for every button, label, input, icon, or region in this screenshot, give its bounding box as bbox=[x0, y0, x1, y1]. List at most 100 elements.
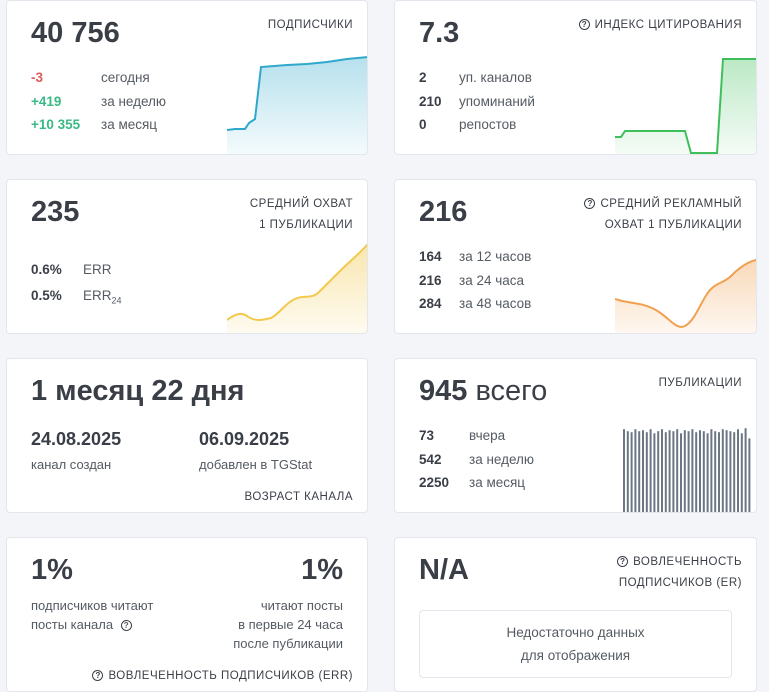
posts-bar bbox=[687, 431, 690, 512]
err-right-value: 1% bbox=[301, 554, 343, 586]
citation-reposts-num: 0 bbox=[419, 117, 427, 132]
subscribers-week-num: +419 bbox=[31, 94, 62, 109]
age-value: 1 месяц 22 дня bbox=[31, 375, 245, 407]
err-right-text: читают посты в первые 24 часа после публик… bbox=[233, 598, 343, 651]
reach-value: 235 bbox=[31, 196, 80, 228]
ad-reach-24h-num: 216 bbox=[419, 273, 442, 288]
help-icon[interactable]: ? bbox=[92, 670, 104, 681]
reach-sparkline bbox=[227, 243, 367, 333]
subscribers-today-label: сегодня bbox=[101, 70, 150, 85]
subscribers-card[interactable]: 40 756 ПОДПИСЧИКИ -3 сегодня +419 за нед… bbox=[6, 0, 368, 155]
posts-bar bbox=[668, 430, 671, 512]
no-data-box: Недостаточно данных для отображения bbox=[419, 610, 732, 678]
ad-reach-card[interactable]: 216 ? СРЕДНИЙ РЕКЛАМНЫЙ ОХВАТ 1 ПУБЛИКАЦИИ… bbox=[394, 179, 757, 334]
posts-yesterday-num: 73 bbox=[419, 428, 435, 443]
posts-bar bbox=[676, 429, 679, 512]
err24-num: 0.5% bbox=[31, 288, 62, 303]
help-icon[interactable]: ? bbox=[584, 198, 596, 209]
posts-bar bbox=[699, 430, 701, 512]
subscribers-month-num: +10 355 bbox=[31, 117, 81, 132]
er-card[interactable]: N/A ? ВОВЛЕЧЕННОСТЬ ПОДПИСЧИКОВ (ER) Недос… bbox=[394, 537, 757, 692]
err-label: ERR bbox=[83, 262, 112, 277]
ad-reach-12h-label: за 12 часов bbox=[459, 249, 532, 264]
subscribers-month-label: за месяц bbox=[101, 117, 158, 132]
err-caption: ? ВОВЛЕЧЕННОСТЬ ПОДПИСЧИКОВ (ERR) bbox=[92, 666, 353, 687]
citation-value: 7.3 bbox=[419, 17, 460, 49]
err-num: 0.6% bbox=[31, 262, 62, 277]
posts-bar bbox=[710, 429, 713, 512]
posts-bar bbox=[721, 429, 724, 512]
reach-card[interactable]: 235 СРЕДНИЙ ОХВАТ 1 ПУБЛИКАЦИИ 0.6% ERR 0… bbox=[6, 179, 368, 334]
err-card[interactable]: 1% подписчиков читают посты канала ? 1% ч… bbox=[6, 537, 368, 692]
posts-week-num: 542 bbox=[419, 452, 442, 467]
age-card[interactable]: 1 месяц 22 дня 24.08.2025 канал создан 0… bbox=[6, 358, 368, 513]
citation-channels-label: уп. каналов bbox=[459, 70, 532, 85]
help-icon[interactable]: ? bbox=[578, 19, 590, 30]
posts-month-label: за месяц bbox=[469, 475, 526, 490]
citation-reposts-label: репостов bbox=[459, 117, 517, 132]
posts-bar bbox=[744, 428, 747, 512]
posts-bar bbox=[657, 431, 660, 512]
created-date: 24.08.2025 bbox=[31, 429, 122, 449]
posts-bar bbox=[725, 430, 728, 512]
posts-bar bbox=[683, 430, 686, 512]
posts-bar bbox=[702, 431, 705, 512]
ad-reach-48h-num: 284 bbox=[419, 296, 442, 311]
posts-bar bbox=[691, 429, 694, 512]
citation-channels-num: 2 bbox=[419, 70, 427, 85]
posts-bar bbox=[645, 432, 648, 512]
posts-bar bbox=[634, 429, 637, 512]
ad-reach-value: 216 bbox=[419, 196, 468, 228]
posts-bar bbox=[680, 433, 682, 512]
posts-card[interactable]: 945 всего ПУБЛИКАЦИИ 73 вчера 542 за нед… bbox=[394, 358, 757, 513]
citation-sparkline bbox=[615, 58, 756, 154]
posts-bar bbox=[638, 431, 641, 512]
err24-label: ERR24 bbox=[83, 288, 122, 306]
age-caption: ВОЗРАСТ КАНАЛА bbox=[244, 491, 353, 503]
posts-caption: ПУБЛИКАЦИИ bbox=[658, 377, 742, 389]
help-icon[interactable]: ? bbox=[617, 556, 629, 567]
err-left-text: подписчиков читают посты канала ? bbox=[31, 598, 154, 632]
posts-bar bbox=[695, 432, 698, 512]
subscribers-sparkline bbox=[227, 56, 367, 154]
err-left-value: 1% bbox=[31, 554, 73, 586]
posts-bar bbox=[706, 433, 709, 512]
posts-bar bbox=[740, 433, 743, 512]
posts-bar bbox=[653, 433, 656, 512]
citation-card[interactable]: 7.3 ? ИНДЕКС ЦИТИРОВАНИЯ 2 уп. каналов 21… bbox=[394, 0, 757, 155]
posts-bar bbox=[718, 432, 720, 512]
added-label: добавлен в TGStat bbox=[199, 457, 313, 472]
subscribers-caption: ПОДПИСЧИКИ bbox=[267, 19, 353, 31]
posts-bar bbox=[642, 430, 644, 512]
help-icon[interactable]: ? bbox=[120, 620, 132, 631]
posts-bar bbox=[630, 432, 633, 512]
posts-bar bbox=[649, 429, 652, 512]
posts-bar bbox=[672, 431, 675, 512]
posts-week-label: за неделю bbox=[469, 452, 535, 467]
ad-reach-48h-label: за 48 часов bbox=[459, 296, 532, 311]
posts-month-num: 2250 bbox=[419, 475, 450, 490]
ad-reach-24h-label: за 24 часа bbox=[459, 273, 525, 288]
added-date: 06.09.2025 bbox=[199, 429, 290, 449]
subscribers-today-num: -3 bbox=[31, 70, 44, 85]
citation-mentions-num: 210 bbox=[419, 94, 442, 109]
ad-reach-sparkline bbox=[615, 259, 756, 333]
posts-bar bbox=[626, 431, 629, 512]
posts-bar-chart bbox=[623, 428, 751, 512]
created-label: канал создан bbox=[31, 457, 112, 472]
posts-bar bbox=[714, 431, 717, 512]
posts-value: 945 всего bbox=[419, 375, 548, 407]
ad-reach-caption: ? СРЕДНИЙ РЕКЛАМНЫЙ ОХВАТ 1 ПУБЛИКАЦИИ bbox=[584, 194, 742, 236]
posts-bar bbox=[661, 429, 663, 512]
posts-bar bbox=[733, 432, 736, 512]
er-value: N/A bbox=[419, 554, 469, 586]
posts-bar bbox=[737, 429, 739, 512]
citation-caption: ? ИНДЕКС ЦИТИРОВАНИЯ bbox=[578, 15, 742, 36]
posts-bar bbox=[623, 429, 625, 512]
ad-reach-12h-num: 164 bbox=[419, 249, 442, 264]
subscribers-week-label: за неделю bbox=[101, 94, 167, 109]
subscribers-value: 40 756 bbox=[31, 17, 120, 49]
reach-caption: СРЕДНИЙ ОХВАТ 1 ПУБЛИКАЦИИ bbox=[249, 198, 353, 231]
posts-yesterday-label: вчера bbox=[469, 428, 506, 443]
posts-bar bbox=[729, 431, 732, 512]
